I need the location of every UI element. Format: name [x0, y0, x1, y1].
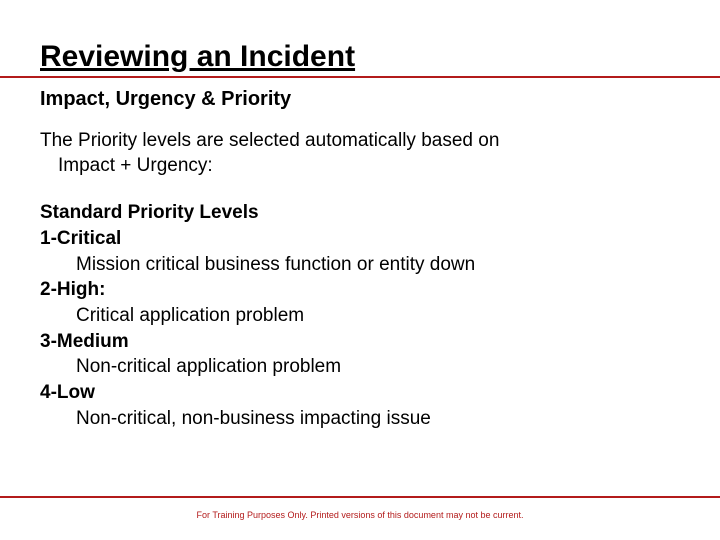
footer-text: For Training Purposes Only. Printed vers…	[0, 510, 720, 520]
level-label: 1-Critical	[40, 226, 680, 252]
intro-line-1: The Priority levels are selected automat…	[40, 129, 680, 154]
footer-rule	[0, 496, 720, 498]
level-item: 1-Critical Mission critical business fun…	[40, 226, 680, 277]
level-label: 2-High:	[40, 277, 680, 303]
levels-header: Standard Priority Levels	[40, 200, 680, 226]
slide: Reviewing an Incident Impact, Urgency & …	[0, 0, 720, 540]
level-item: 3-Medium Non-critical application proble…	[40, 329, 680, 380]
intro-text: The Priority levels are selected automat…	[40, 129, 680, 178]
level-desc: Non-critical application problem	[40, 354, 680, 380]
slide-subtitle: Impact, Urgency & Priority	[40, 88, 680, 111]
level-desc: Non-critical, non-business impacting iss…	[40, 406, 680, 432]
level-item: 4-Low Non-critical, non-business impacti…	[40, 380, 680, 431]
slide-title: Reviewing an Incident	[40, 40, 680, 74]
level-desc: Critical application problem	[40, 303, 680, 329]
level-desc: Mission critical business function or en…	[40, 252, 680, 278]
title-rule	[0, 76, 720, 78]
intro-line-2: Impact + Urgency:	[40, 154, 680, 179]
level-item: 2-High: Critical application problem	[40, 277, 680, 328]
level-label: 3-Medium	[40, 329, 680, 355]
level-label: 4-Low	[40, 380, 680, 406]
